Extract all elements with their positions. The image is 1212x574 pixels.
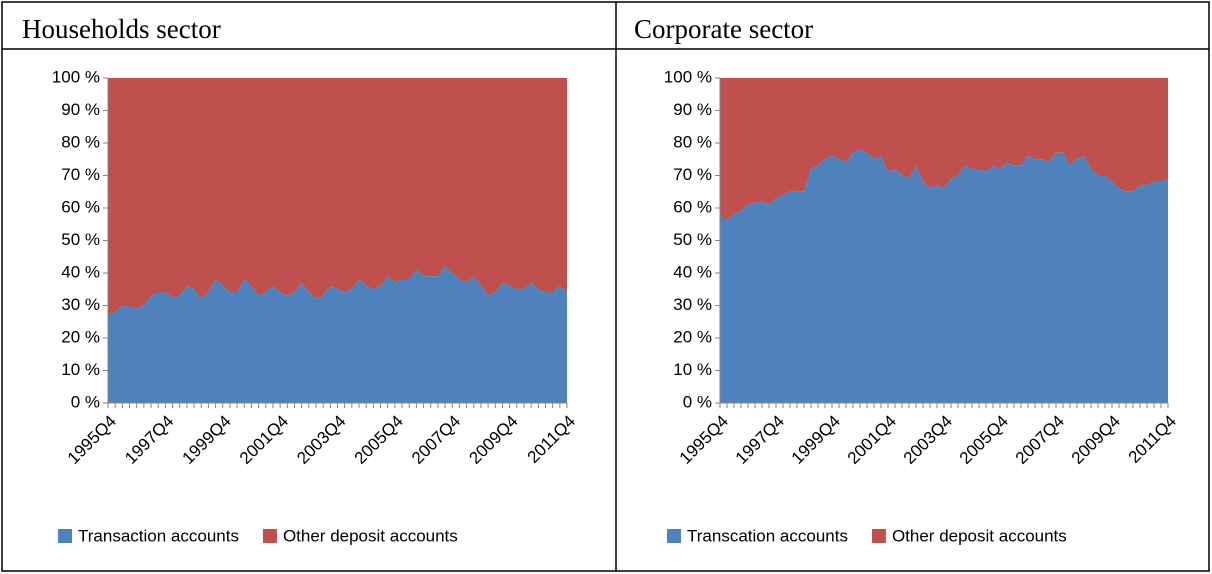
legend-label: Transcation accounts: [687, 526, 848, 545]
x-tick-label: 2005Q4: [956, 412, 1012, 468]
x-tick-label: 2003Q4: [293, 412, 349, 468]
y-tick-label: 40 %: [673, 262, 712, 281]
y-tick-label: 40 %: [61, 262, 100, 281]
x-tick-label: 1997Q4: [732, 412, 788, 468]
chart-title: Corporate sector: [634, 14, 813, 44]
x-tick-label: 2011Q4: [524, 412, 579, 467]
legend-label: Transaction accounts: [78, 526, 239, 545]
x-tick-label: 1999Q4: [788, 412, 844, 468]
x-tick-label: 2001Q4: [236, 412, 292, 468]
y-tick-label: 0 %: [71, 392, 100, 411]
y-tick-label: 60 %: [673, 197, 712, 216]
y-tick-label: 70 %: [673, 165, 712, 184]
x-tick-label: 1997Q4: [121, 412, 177, 468]
x-tick-label: 2009Q4: [1068, 412, 1124, 468]
legend-label: Other deposit accounts: [892, 526, 1067, 545]
legend-swatch: [262, 529, 277, 543]
y-tick-label: 20 %: [673, 327, 712, 346]
x-tick-label: 1995Q4: [676, 412, 732, 468]
x-tick-label: 2001Q4: [844, 412, 900, 468]
y-tick-label: 60 %: [61, 197, 100, 216]
area: [720, 78, 1168, 221]
y-tick-label: 100 %: [52, 67, 100, 86]
legend-label: Other deposit accounts: [283, 526, 458, 545]
x-tick-label: 1995Q4: [64, 412, 120, 468]
y-tick-label: 100 %: [664, 67, 712, 86]
y-tick-label: 50 %: [673, 230, 712, 249]
y-tick-label: 20 %: [61, 327, 100, 346]
x-tick-label: 1999Q4: [179, 412, 235, 468]
x-tick-label: 2003Q4: [900, 412, 956, 468]
y-tick-label: 10 %: [673, 360, 712, 379]
chart-title: Households sector: [22, 14, 221, 44]
x-tick-label: 2011Q4: [1125, 412, 1180, 467]
legend-swatch: [667, 529, 681, 543]
y-tick-label: 80 %: [61, 132, 100, 151]
y-tick-label: 90 %: [61, 100, 100, 119]
x-tick-label: 2007Q4: [1012, 412, 1068, 468]
y-tick-label: 90 %: [673, 100, 712, 119]
y-tick-label: 80 %: [673, 132, 712, 151]
y-tick-label: 70 %: [61, 165, 100, 184]
y-tick-label: 0 %: [683, 392, 712, 411]
legend-swatch: [871, 529, 886, 543]
y-tick-label: 30 %: [673, 295, 712, 314]
x-tick-label: 2005Q4: [351, 412, 407, 468]
x-tick-label: 2009Q4: [465, 412, 521, 468]
x-tick-label: 2007Q4: [408, 412, 464, 468]
y-tick-label: 50 %: [61, 230, 100, 249]
y-tick-label: 30 %: [61, 295, 100, 314]
area: [108, 78, 567, 316]
legend-swatch: [58, 529, 72, 543]
area: [720, 149, 1168, 403]
y-tick-label: 10 %: [61, 360, 100, 379]
area: [108, 266, 567, 403]
